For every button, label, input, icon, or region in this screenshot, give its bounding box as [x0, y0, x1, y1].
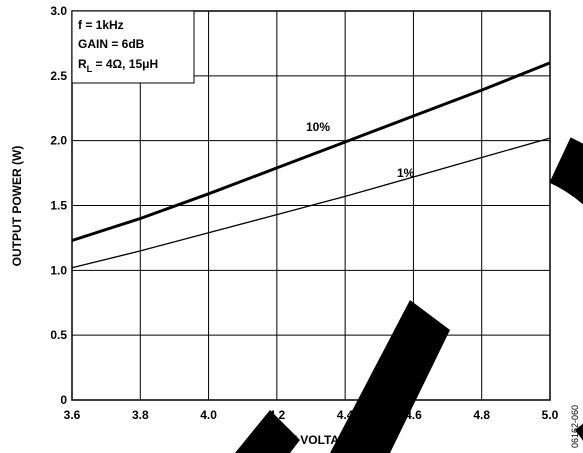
x-tick-label-6: 4.8: [473, 408, 490, 422]
annotation-box: [71, 10, 195, 84]
annotation-frequency: f = 1kHz: [78, 18, 124, 32]
x-tick-label-5: 4.6: [405, 408, 422, 422]
plot-frame: [71, 10, 551, 401]
annotation-gain: GAIN = 6dB: [78, 37, 145, 51]
x-tick-label-7: 5.0: [542, 408, 559, 422]
watermark-stroke-2: [235, 410, 300, 453]
x-tick-label-1: 3.8: [132, 408, 149, 422]
annotation-load-value: = 4Ω, 15μH: [92, 57, 158, 71]
x-tick-labels: 3.6 3.8 4.0 4.2 4.4 4.6 4.8 5.0: [64, 408, 559, 422]
x-axis-title: SUPPLY VOLTAGE (V): [250, 433, 376, 447]
y-tick-label-5: 2.5: [50, 69, 67, 83]
series-label-10pct: 10%: [306, 120, 330, 134]
x-tick-label-0: 3.6: [64, 408, 81, 422]
y-tick-label-6: 3.0: [50, 4, 67, 18]
y-tick-label-1: 0.5: [50, 328, 67, 342]
figure-id: 06162-060: [570, 405, 580, 448]
y-tick-label-4: 2.0: [50, 134, 67, 148]
x-tick-label-2: 4.0: [200, 408, 217, 422]
y-tick-labels: 0 0.5 1.0 1.5 2.0 2.5 3.0: [50, 4, 67, 407]
x-tick-label-3: 4.2: [269, 408, 286, 422]
series-line-0: [71, 61, 551, 242]
annotation-load-r: R: [78, 57, 87, 71]
annotation-load: RL = 4Ω, 15μH: [78, 57, 158, 74]
series-label-1pct: 1%: [397, 166, 415, 180]
series-layer: [71, 61, 551, 269]
y-tick-label-3: 1.5: [50, 199, 67, 213]
y-axis-title: OUTPUT POWER (W): [10, 146, 24, 267]
y-tick-label-0: 0: [60, 393, 67, 407]
watermark: [235, 137, 583, 453]
annotation-load-subscript: L: [87, 64, 93, 74]
y-tick-label-2: 1.0: [50, 263, 67, 277]
x-tick-label-4: 4.4: [337, 408, 354, 422]
watermark-stroke: [330, 300, 450, 453]
series-line-1: [71, 137, 551, 269]
